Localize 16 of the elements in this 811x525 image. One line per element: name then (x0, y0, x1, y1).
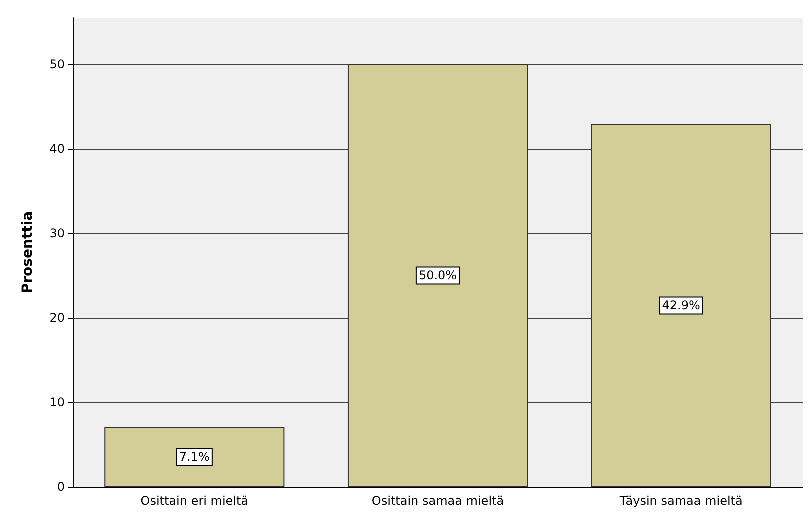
y-tick-label: 30 (50, 226, 65, 240)
y-tick-label: 50 (50, 57, 65, 72)
bar (348, 64, 528, 487)
data-label: 42.9% (662, 298, 700, 313)
x-tick-label: Osittain samaa mieltä (372, 494, 504, 508)
y-tick-label: 0 (57, 480, 65, 494)
y-tick-label: 40 (50, 142, 65, 156)
data-label: 7.1% (179, 450, 210, 464)
x-tick-label: Osittain eri mieltä (140, 494, 249, 508)
y-axis-title: Prosenttia (20, 211, 36, 294)
y-tick-label: 20 (50, 310, 65, 325)
data-label: 50.0% (418, 268, 458, 283)
x-tick-label: Täysin samaa mieltä (618, 494, 743, 508)
bar (591, 124, 772, 487)
y-tick-label: 10 (50, 395, 65, 410)
bar (104, 427, 285, 487)
